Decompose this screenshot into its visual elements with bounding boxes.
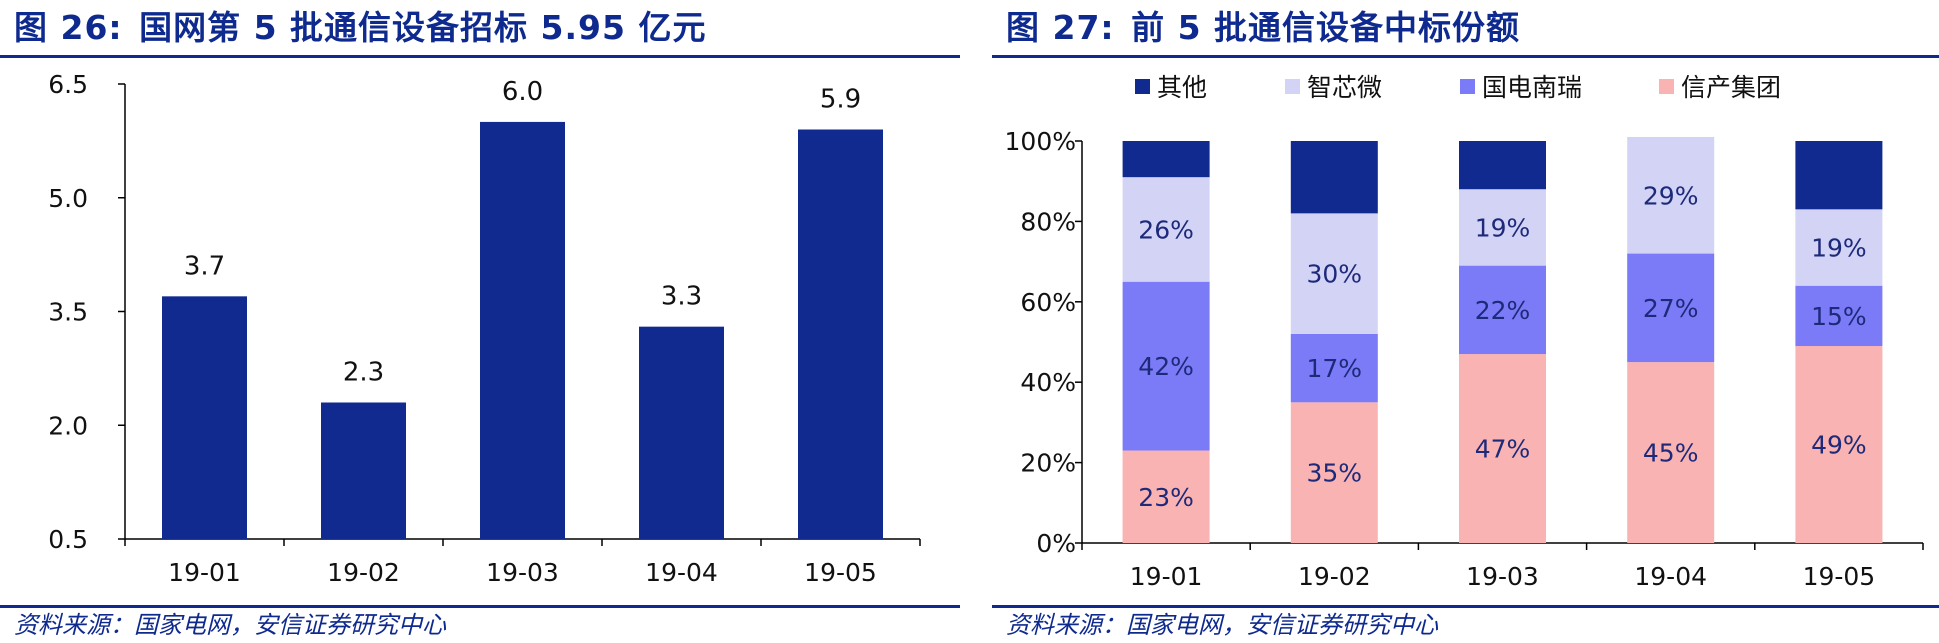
stacked-segment — [1795, 285, 1883, 347]
y-tick-label: 6.5 — [48, 70, 88, 99]
bar-value-label: 6.0 — [502, 77, 543, 107]
y-tick-label: 3.5 — [48, 298, 88, 327]
figure-26-label: 图 26: — [14, 8, 123, 47]
segment-value-label: 27% — [1643, 294, 1699, 323]
figure-26-panel: 图 26: 国网第 5 批通信设备招标 5.95 亿元 0.5 2.0 3.5 5.0… — [0, 0, 960, 643]
bar-chart-tender-amount: 0.5 2.0 3.5 5.0 6.5 3.7 19-01 2.3 19-02 6.0 19-03 3… — [48, 70, 921, 587]
x-tick-label: 19-04 — [1634, 562, 1707, 591]
figure-26-title-rule — [0, 55, 960, 58]
stacked-segment — [1290, 402, 1378, 543]
legend-swatch — [1460, 79, 1475, 94]
segment-value-label: 35% — [1307, 459, 1363, 488]
figure-26-title: 图 26: 国网第 5 批通信设备招标 5.95 亿元 — [14, 6, 706, 50]
legend-label: 国电南瑞 — [1482, 73, 1582, 102]
y-tick-label: 5.0 — [48, 184, 88, 213]
legend-label: 智芯微 — [1307, 73, 1382, 102]
x-tick-label: 19-01 — [168, 558, 241, 587]
stacked-segment — [1122, 177, 1210, 282]
figure-27-title-text: 前 5 批通信设备中标份额 — [1131, 8, 1521, 47]
stacked-bar-chart-market-share: 其他 智芯微 国电南瑞 信产集团 0% 20% 40% 60% 80% 100% 23% 42% 26%… — [1005, 73, 1924, 591]
x-tick-label: 19-01 — [1130, 562, 1203, 591]
bar — [162, 296, 247, 539]
stacked-segment — [1290, 333, 1378, 403]
segment-value-label: 19% — [1811, 234, 1867, 263]
x-tick-label: 19-02 — [1298, 562, 1371, 591]
stacked-segment — [1122, 281, 1210, 451]
segment-value-label: 17% — [1307, 354, 1363, 383]
legend-swatch — [1135, 79, 1150, 94]
segment-value-label: 42% — [1138, 352, 1194, 381]
bar-value-label: 3.3 — [661, 282, 702, 312]
y-tick-label: 40% — [1020, 368, 1076, 397]
x-tick-label: 19-05 — [804, 558, 877, 587]
y-tick-label: 80% — [1020, 207, 1076, 236]
stacked-segment — [1627, 136, 1715, 254]
bar-value-label: 2.3 — [343, 358, 384, 388]
segment-value-label: 49% — [1811, 431, 1867, 460]
y-tick-label: 100% — [1005, 127, 1076, 156]
legend-label: 信产集团 — [1681, 73, 1781, 102]
segment-value-label: 23% — [1138, 483, 1194, 512]
x-tick-label: 19-03 — [486, 558, 559, 587]
x-tick-label: 19-03 — [1466, 562, 1539, 591]
figure-27-label: 图 27: — [1006, 8, 1115, 47]
legend-label: 其他 — [1157, 73, 1207, 102]
stacked-segment — [1290, 141, 1378, 214]
stacked-segment — [1459, 189, 1546, 266]
stacked-segment — [1795, 141, 1883, 210]
figure-27-title-rule — [992, 55, 1939, 58]
figure-26-title-text: 国网第 5 批通信设备招标 5.95 亿元 — [139, 8, 707, 47]
figure-27-panel: 图 27: 前 5 批通信设备中标份额 其他 智芯微 国电南瑞 信产集团 0% 20% 40… — [992, 0, 1939, 643]
segment-value-label: 15% — [1811, 302, 1867, 331]
segment-value-label: 30% — [1307, 260, 1363, 289]
bar — [480, 121, 565, 540]
bar — [798, 129, 883, 539]
stacked-segment — [1795, 209, 1883, 286]
segment-value-label: 29% — [1643, 181, 1699, 210]
figure-26-bottom-rule — [0, 605, 960, 608]
bar — [639, 326, 724, 539]
y-tick-label: 0% — [1036, 529, 1076, 558]
x-tick-label: 19-04 — [645, 558, 718, 587]
figure-26-source: 资料来源：国家电网，安信证券研究中心 — [14, 611, 446, 639]
stacked-segment — [1459, 354, 1546, 543]
segment-value-label: 22% — [1475, 296, 1531, 325]
stacked-segment — [1459, 265, 1546, 355]
stacked-segment — [1122, 141, 1210, 178]
segment-value-label: 26% — [1138, 215, 1194, 244]
bar — [321, 402, 406, 539]
legend-swatch — [1285, 79, 1300, 94]
bar-value-label: 5.9 — [820, 85, 861, 115]
segment-value-label: 45% — [1643, 439, 1699, 468]
y-tick-label: 20% — [1020, 449, 1076, 478]
stacked-segment — [1627, 362, 1715, 543]
x-tick-label: 19-02 — [327, 558, 400, 587]
y-tick-label: 60% — [1020, 288, 1076, 317]
segment-value-label: 47% — [1475, 435, 1531, 464]
stacked-segment — [1290, 213, 1378, 334]
stacked-segment — [1122, 450, 1210, 543]
bar-value-label: 3.7 — [184, 251, 225, 281]
figure-27-source: 资料来源：国家电网，安信证券研究中心 — [1006, 611, 1438, 639]
stacked-segment — [1459, 141, 1546, 190]
y-tick-label: 2.0 — [48, 411, 88, 440]
stacked-segment — [1795, 346, 1883, 543]
segment-value-label: 19% — [1475, 213, 1531, 242]
x-tick-label: 19-05 — [1803, 562, 1876, 591]
stacked-segment — [1627, 253, 1715, 363]
figure-27-bottom-rule — [992, 605, 1939, 608]
y-tick-label: 0.5 — [48, 525, 88, 554]
legend-swatch — [1659, 79, 1674, 94]
figure-27-title: 图 27: 前 5 批通信设备中标份额 — [1006, 6, 1520, 50]
